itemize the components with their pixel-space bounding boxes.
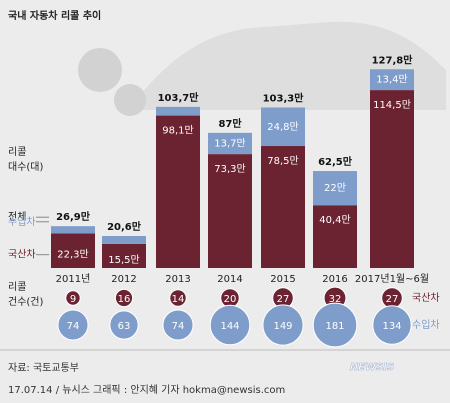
- x-tick-label: 2013: [165, 274, 190, 285]
- value-label: 114,5만: [373, 99, 411, 111]
- bubble: [65, 290, 81, 306]
- bubble-label: 63: [118, 321, 131, 332]
- gear-icon: [114, 84, 146, 116]
- bubble: [169, 289, 187, 307]
- bubble-label: 32: [329, 294, 342, 305]
- value-label: 22만: [324, 182, 346, 194]
- bar-segment: [51, 226, 95, 234]
- total-label: 26,9만: [56, 210, 91, 223]
- total-label: 87만: [218, 117, 242, 130]
- value-label: 40,4만: [319, 214, 350, 226]
- credit: 17.07.14 / 뉴시스 그래픽 : 안지혜 기자 hokma@newsis…: [8, 384, 285, 396]
- value-label: 15,5만: [108, 254, 139, 266]
- bubble-label: 74: [172, 321, 185, 332]
- bar-segment: [370, 69, 414, 91]
- bubble-label: 건수(건): [8, 296, 44, 308]
- bar-segment: [51, 233, 95, 268]
- value-label: 13,7만: [214, 137, 245, 149]
- legend-label: 수입차: [412, 318, 440, 331]
- bubble: [372, 305, 412, 345]
- bubble-label: 181: [325, 321, 344, 332]
- watermark: NEWSIS: [350, 362, 394, 373]
- x-tick-label: 2014: [217, 274, 242, 285]
- value-label: 73,3만: [214, 163, 245, 175]
- bar-segment: [313, 205, 357, 268]
- bar-segment: [102, 243, 146, 268]
- bubble-label: 14: [172, 294, 185, 305]
- value-label: 22,3만: [57, 249, 88, 261]
- x-tick-label: 2012: [111, 274, 136, 285]
- y-label: 리콜: [8, 146, 26, 158]
- bubble-label: 20: [224, 294, 237, 305]
- legend-label: 전체: [8, 211, 26, 223]
- bubble-label: 144: [220, 321, 239, 332]
- total-label: 103,7만: [158, 91, 200, 104]
- x-tick-label: 2016: [322, 274, 347, 285]
- source: 자료: 국토교통부: [8, 362, 79, 374]
- value-label: 78,5만: [267, 155, 298, 167]
- legend-label: 수입차: [8, 215, 36, 228]
- value-label: 98,1만: [162, 125, 193, 137]
- bubble-label: 27: [386, 294, 399, 305]
- bubble-label: 74: [67, 321, 80, 332]
- bar-segment: [208, 132, 252, 155]
- value-label: 13,4만: [376, 74, 407, 86]
- chart-title: 국내 자동차 리콜 추이: [8, 9, 101, 22]
- y-label: 대수(대): [8, 161, 44, 173]
- bar-segment: [313, 171, 357, 206]
- bar-segment: [208, 154, 252, 268]
- bar-segment: [370, 90, 414, 268]
- bubble: [109, 310, 139, 340]
- bubble-label: 27: [277, 294, 290, 305]
- x-tick-label: 2017년1월~6월: [355, 273, 429, 285]
- bubble: [209, 304, 251, 346]
- bubble: [114, 288, 134, 308]
- total-label: 127,8만: [372, 53, 414, 66]
- car-silhouette: [140, 21, 446, 110]
- total-label: 62,5만: [318, 155, 353, 168]
- bubble: [162, 309, 194, 341]
- total-label: 103,3만: [263, 91, 305, 104]
- legend-label: 국산차: [8, 249, 36, 261]
- bubble-label: 134: [382, 321, 401, 332]
- total-label: 20,6만: [107, 220, 142, 233]
- bubble-label: 리콜: [8, 281, 26, 293]
- bubble-label: 149: [273, 321, 292, 332]
- bar-segment: [261, 146, 305, 268]
- bubble: [312, 302, 358, 348]
- bar-segment: [102, 235, 146, 244]
- bubble: [57, 309, 89, 341]
- x-tick-label: 2011년: [56, 273, 91, 285]
- bubble: [262, 304, 304, 346]
- bubble-label: 9: [70, 294, 76, 305]
- bar-segment: [156, 115, 200, 269]
- gear-icon: [78, 48, 122, 92]
- legend-label: 국산차: [412, 292, 440, 304]
- bar-segment: [156, 106, 200, 116]
- value-label: 24,8만: [267, 121, 298, 133]
- bar-segment: [261, 107, 305, 147]
- x-tick-label: 2015: [270, 274, 295, 285]
- bubble-label: 16: [118, 294, 131, 305]
